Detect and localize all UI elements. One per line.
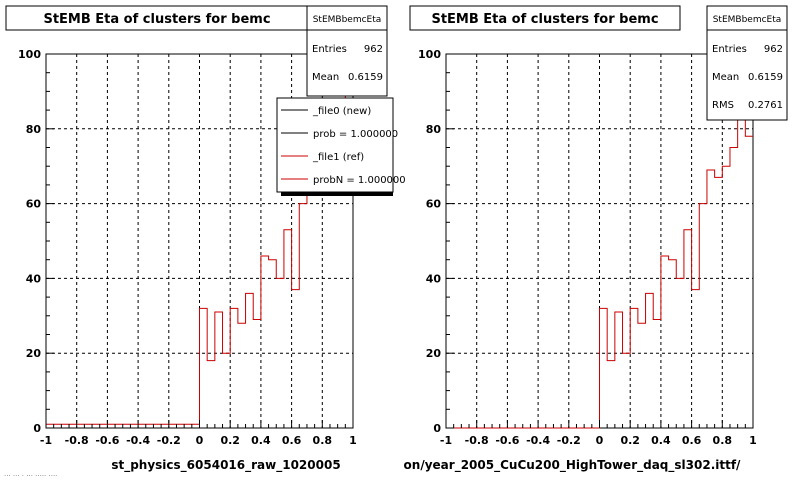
legend-label-file1: _file1 (ref) [312, 152, 364, 163]
legend-frame [276, 97, 394, 193]
right-stats-frame [706, 5, 788, 121]
left-x-ticks: -1 -0.8 -0.6 -0.4 -0.2 0 0.2 0.4 0.6 0.8 1 [40, 420, 357, 447]
right-stats-entries-label: Entries [712, 44, 747, 55]
right-stats-box: StEMBbemcEta Entries 962 Mean 0.6159 RMS… [706, 5, 788, 121]
right-x-axis-label: on/year_2005_CuCu200_HighTower_daq_sl302… [404, 458, 742, 473]
x-tick-label: -0.2 [557, 434, 581, 447]
x-tick-label: 0 [596, 434, 604, 447]
x-tick-label: 0.6 [682, 434, 702, 447]
right-panel: -1 -0.8 -0.6 -0.4 -0.2 0 0.2 0.4 0.6 0.8 1 0 20 40 60… [404, 5, 788, 473]
x-tick-label: 1 [349, 434, 357, 447]
right-y-ticks: 0 20 40 60 80 100 [418, 48, 454, 435]
y-tick-label: 100 [18, 48, 41, 61]
x-tick-label: -1 [40, 434, 52, 447]
x-tick-label: -0.6 [95, 434, 119, 447]
right-stats-rms-label: RMS [712, 100, 734, 111]
left-title-box [5, 5, 309, 31]
x-tick-label: 0.2 [220, 434, 240, 447]
x-tick-label: 0.6 [282, 434, 302, 447]
x-tick-label: -0.2 [157, 434, 181, 447]
footer-text: ... ... . ... ..... .... [4, 470, 57, 478]
x-tick-label: -0.8 [65, 434, 89, 447]
y-tick-label: 20 [26, 347, 42, 360]
right-x-ticks: -1 -0.8 -0.6 -0.4 -0.2 0 0.2 0.4 0.6 0.8 1 [440, 420, 757, 447]
y-tick-label: 80 [426, 123, 442, 136]
x-tick-label: 1 [749, 434, 757, 447]
right-stats-entries-value: 962 [764, 44, 783, 55]
x-tick-label: 0.8 [713, 434, 733, 447]
y-tick-label: 40 [26, 272, 42, 285]
x-tick-label: 0.2 [620, 434, 640, 447]
y-tick-label: 40 [426, 272, 442, 285]
left-chart-title: StEMB Eta of clusters for bemc [43, 12, 270, 27]
left-stats-name: StEMBbemcEta [313, 15, 382, 25]
right-title-box [409, 5, 681, 31]
right-chart-title: StEMB Eta of clusters for bemc [431, 12, 658, 27]
x-tick-label: -0.4 [126, 434, 150, 447]
legend-label-probn: probN = 1.000000 [313, 175, 406, 186]
x-tick-label: -0.6 [495, 434, 519, 447]
x-tick-label: -0.4 [526, 434, 550, 447]
right-stats-mean-value: 0.6159 [748, 72, 783, 83]
y-tick-label: 0 [433, 422, 441, 435]
left-stats-frame [306, 5, 388, 97]
x-tick-label: -0.8 [465, 434, 489, 447]
left-panel: -1 -0.8 -0.6 -0.4 -0.2 0 0.2 0.4 0.6 0.8 1 0 20 40 60… [5, 5, 406, 473]
x-tick-label: 0.8 [313, 434, 333, 447]
left-stats-box: StEMBbemcEta Entries 962 Mean 0.6159 [306, 5, 388, 97]
left-x-axis-label: st_physics_6054016_raw_1020005 [111, 458, 340, 473]
y-tick-label: 60 [26, 198, 42, 211]
left-stats-mean-value: 0.6159 [348, 72, 383, 83]
x-tick-label: 0.4 [651, 434, 671, 447]
y-tick-label: 0 [33, 422, 41, 435]
y-tick-label: 20 [426, 347, 442, 360]
legend-label-file0: _file0 (new) [312, 106, 371, 117]
x-tick-label: -1 [440, 434, 452, 447]
left-stats-mean-label: Mean [312, 72, 339, 83]
right-stats-rms-value: 0.2761 [748, 100, 783, 111]
x-tick-label: 0.4 [251, 434, 271, 447]
y-tick-label: 80 [26, 123, 42, 136]
legend-label-prob: prob = 1.000000 [313, 129, 398, 140]
left-y-ticks: 0 20 40 60 80 100 [18, 48, 54, 435]
y-tick-label: 60 [426, 198, 442, 211]
x-tick-label: 0 [196, 434, 204, 447]
left-legend: _file0 (new) prob = 1.000000 _file1 (ref… [276, 97, 406, 196]
left-stats-entries-value: 962 [364, 44, 383, 55]
right-stats-mean-label: Mean [712, 72, 739, 83]
right-stats-name: StEMBbemcEta [713, 15, 782, 25]
left-stats-entries-label: Entries [312, 44, 347, 55]
y-tick-label: 100 [418, 48, 441, 61]
